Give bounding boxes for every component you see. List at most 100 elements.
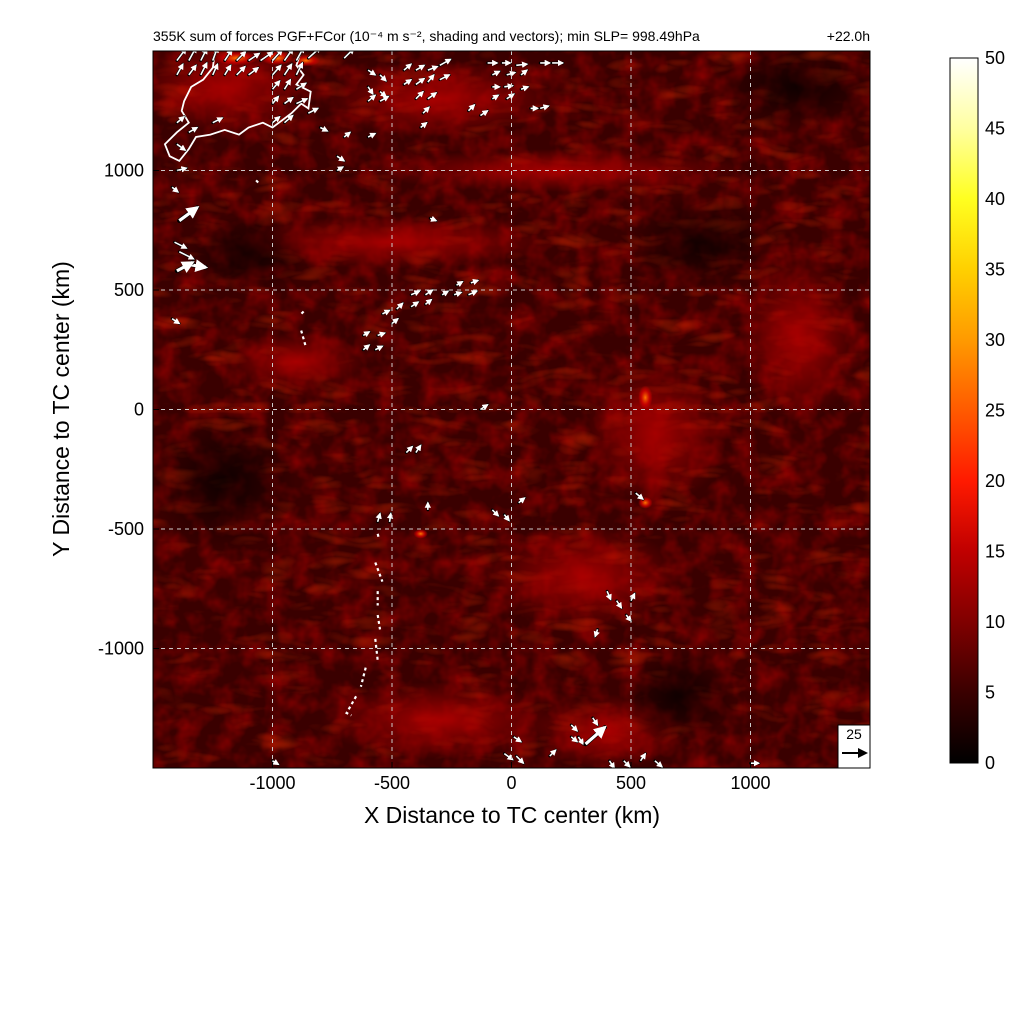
colorbar-gradient — [949, 57, 979, 764]
force-vector — [520, 69, 529, 76]
force-vector — [283, 51, 294, 62]
force-vector — [336, 166, 345, 173]
force-vector — [520, 85, 530, 92]
force-vector — [367, 86, 374, 96]
force-vector — [224, 51, 233, 62]
force-vector — [592, 717, 599, 727]
force-vector — [467, 103, 476, 112]
heatmap-feature — [153, 409, 297, 553]
force-vector — [539, 104, 550, 111]
force-vector — [470, 279, 480, 286]
x-tick-label: 0 — [506, 773, 516, 793]
colorbar-tick-label: 45 — [985, 119, 1005, 139]
heatmap-features — [153, 51, 870, 768]
force-vector — [295, 61, 304, 76]
force-vector — [271, 95, 280, 105]
force-vector — [271, 64, 282, 76]
force-vector — [200, 61, 208, 76]
force-vector — [248, 66, 260, 76]
force-vector — [367, 132, 377, 139]
reference-vector-label: 25 — [846, 726, 862, 742]
force-vector — [174, 241, 188, 249]
heatmap-feature — [186, 215, 311, 293]
force-vector — [224, 64, 232, 76]
force-vector — [516, 61, 529, 68]
force-vector — [200, 51, 208, 61]
force-vector — [176, 143, 187, 151]
force-vector — [584, 725, 607, 746]
force-vector — [506, 93, 515, 100]
force-vector — [283, 78, 292, 90]
force-vector — [382, 309, 391, 316]
force-vector — [271, 79, 281, 90]
force-vector — [260, 51, 274, 62]
contour-segment — [300, 310, 305, 315]
force-vector — [272, 759, 280, 766]
force-vector — [439, 58, 452, 67]
coastline — [163, 51, 312, 163]
force-vector — [492, 70, 501, 77]
force-vector — [178, 205, 200, 222]
heatmap-feature — [638, 385, 653, 410]
force-vector — [178, 251, 195, 260]
force-vector — [415, 444, 422, 453]
force-vector — [307, 51, 322, 59]
force-vector — [405, 445, 414, 454]
colorbar-tick-label: 10 — [985, 612, 1005, 632]
force-vector — [629, 592, 636, 602]
force-vector — [503, 514, 510, 522]
force-vector — [429, 215, 438, 222]
force-vector — [212, 62, 219, 76]
force-vector — [491, 509, 500, 517]
heatmap-feature — [583, 361, 727, 506]
force-vector — [623, 760, 631, 768]
contour-segment — [376, 614, 382, 630]
force-vector — [283, 96, 294, 105]
colorbar-tick-label: 0 — [985, 753, 995, 773]
heatmap-feature — [631, 194, 775, 290]
x-tick-label: 1000 — [730, 773, 770, 793]
heatmap-feature — [714, 51, 870, 130]
force-vector — [336, 155, 346, 162]
chart-title: 355K sum of forces PGF+FCor (10⁻⁴ m s⁻²,… — [153, 28, 700, 44]
force-vector — [271, 115, 281, 124]
force-vector — [625, 614, 632, 623]
force-vector — [391, 317, 399, 325]
force-vector — [608, 760, 615, 768]
force-vector — [479, 110, 489, 117]
reference-vector-box: 25 — [837, 724, 871, 769]
force-vector — [415, 64, 426, 71]
force-vector — [518, 497, 526, 504]
force-vector — [343, 131, 352, 138]
force-vector — [386, 512, 394, 522]
force-vector — [296, 97, 309, 105]
heatmap-feature — [320, 60, 560, 138]
force-vector — [283, 114, 294, 124]
force-vector — [420, 121, 428, 129]
force-vector — [427, 65, 439, 72]
force-vector — [379, 95, 390, 102]
force-vector — [171, 317, 181, 325]
colorbar-tick-label: 15 — [985, 542, 1005, 562]
force-vector — [379, 90, 388, 98]
force-vector — [236, 65, 246, 76]
force-vector — [367, 69, 377, 76]
force-vector — [425, 289, 434, 296]
force-vector — [403, 78, 413, 86]
force-vector — [415, 77, 426, 86]
force-vector — [176, 261, 195, 273]
force-vector — [549, 749, 557, 757]
contour-segment — [376, 533, 380, 539]
force-vector — [171, 186, 180, 193]
force-vector — [283, 63, 293, 76]
heatmap-feature — [320, 681, 560, 759]
force-vector — [491, 94, 500, 101]
x-tick-label: -500 — [374, 773, 410, 793]
force-vectors — [170, 51, 761, 768]
force-vector — [453, 290, 463, 298]
colorbar-tick-label: 40 — [985, 189, 1005, 209]
heatmap-feature — [621, 648, 737, 745]
force-vector — [211, 51, 219, 61]
force-vector — [367, 94, 377, 102]
